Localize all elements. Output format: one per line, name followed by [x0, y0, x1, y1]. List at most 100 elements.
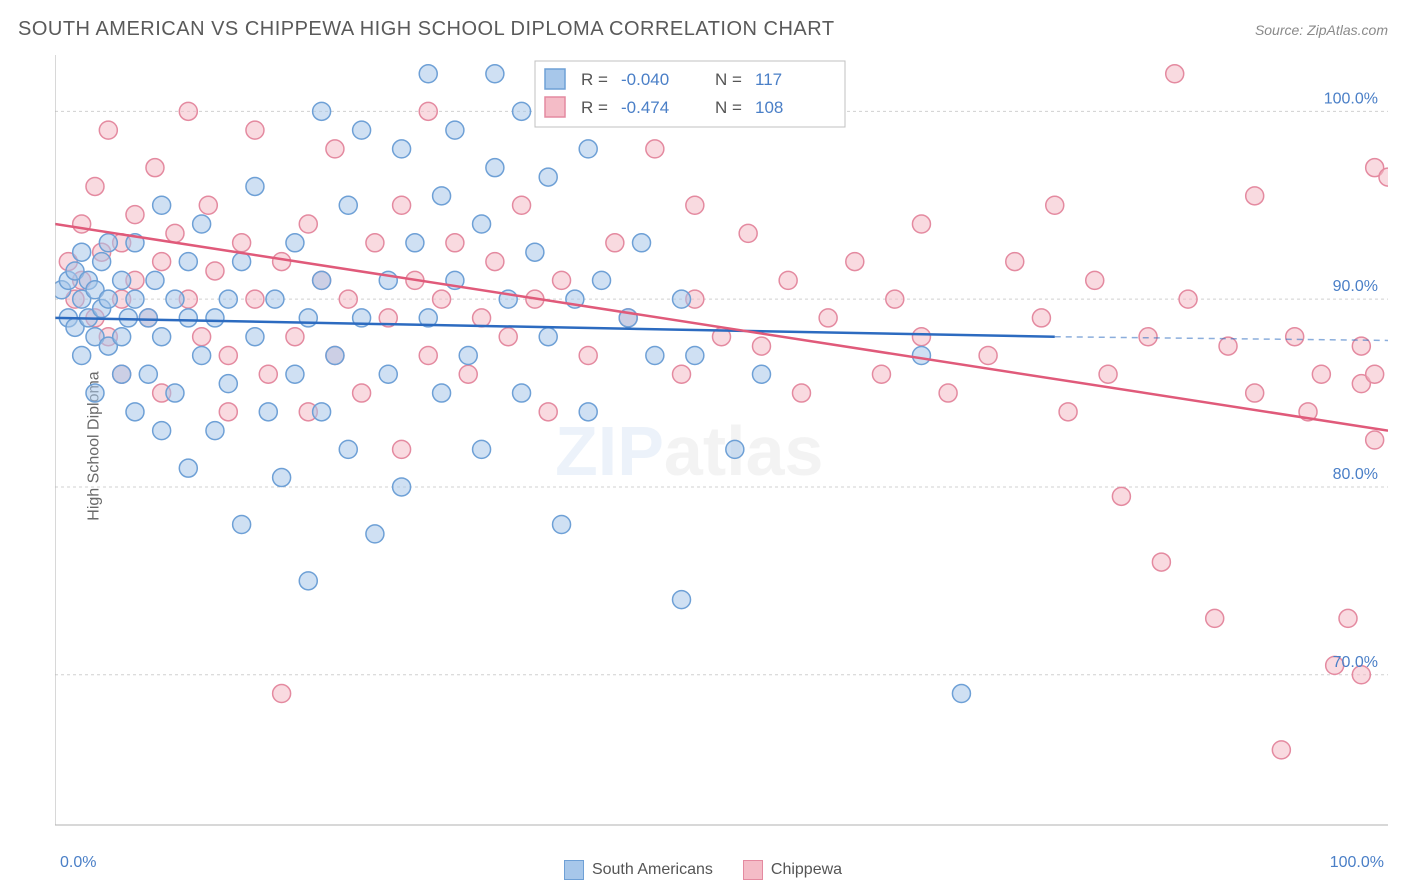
data-point: [113, 271, 131, 289]
stats-n-label: N =: [715, 70, 742, 89]
data-point: [233, 516, 251, 534]
data-point: [726, 440, 744, 458]
data-point: [73, 243, 91, 261]
data-point: [1286, 328, 1304, 346]
data-point: [819, 309, 837, 327]
legend-item-chippewa: Chippewa: [743, 860, 842, 880]
data-point: [513, 384, 531, 402]
data-point: [326, 346, 344, 364]
data-point: [1059, 403, 1077, 421]
data-point: [459, 346, 477, 364]
data-point: [313, 102, 331, 120]
data-point: [99, 234, 117, 252]
data-point: [539, 403, 557, 421]
data-point: [113, 328, 131, 346]
data-point: [419, 346, 437, 364]
data-point: [499, 328, 517, 346]
data-point: [1046, 196, 1064, 214]
data-point: [513, 102, 531, 120]
data-point: [406, 234, 424, 252]
data-point: [419, 65, 437, 83]
data-point: [219, 290, 237, 308]
y-tick-label: 90.0%: [1333, 278, 1378, 295]
data-point: [433, 290, 451, 308]
x-tick-min: 0.0%: [60, 854, 96, 872]
data-point: [99, 121, 117, 139]
data-point: [246, 328, 264, 346]
data-point: [752, 337, 770, 355]
data-point: [86, 384, 104, 402]
data-point: [99, 290, 117, 308]
data-point: [1312, 365, 1330, 383]
data-point: [912, 328, 930, 346]
data-point: [366, 525, 384, 543]
chart-title: SOUTH AMERICAN VS CHIPPEWA HIGH SCHOOL D…: [18, 18, 835, 41]
data-point: [539, 328, 557, 346]
data-point: [393, 196, 411, 214]
data-point: [126, 206, 144, 224]
data-point: [286, 234, 304, 252]
data-point: [486, 253, 504, 271]
data-point: [526, 243, 544, 261]
data-point: [433, 384, 451, 402]
scatter-svg: ZIPatlas 70.0%80.0%90.0%100.0% R =-0.040…: [55, 55, 1388, 842]
data-point: [119, 309, 137, 327]
data-point: [686, 346, 704, 364]
data-point: [846, 253, 864, 271]
data-point: [313, 403, 331, 421]
data-point: [1179, 290, 1197, 308]
data-point: [139, 309, 157, 327]
data-point: [473, 215, 491, 233]
data-point: [126, 403, 144, 421]
data-point: [286, 328, 304, 346]
data-point: [199, 196, 217, 214]
watermark-zip: ZIP: [555, 412, 664, 490]
data-point: [219, 346, 237, 364]
data-point: [1006, 253, 1024, 271]
data-point: [259, 365, 277, 383]
data-point: [259, 403, 277, 421]
stats-n-value: 117: [755, 70, 782, 89]
data-point: [266, 290, 284, 308]
data-point: [379, 365, 397, 383]
legend-item-south-americans: South Americans: [564, 860, 713, 880]
data-point: [486, 65, 504, 83]
data-point: [1166, 65, 1184, 83]
data-point: [646, 140, 664, 158]
data-point: [1339, 609, 1357, 627]
data-point: [553, 271, 571, 289]
data-point: [233, 234, 251, 252]
y-tick-label: 100.0%: [1324, 90, 1378, 107]
stats-r-label: R =: [581, 70, 608, 89]
data-point: [206, 309, 224, 327]
data-point: [752, 365, 770, 383]
stats-r-label: R =: [581, 98, 608, 117]
data-point: [219, 375, 237, 393]
data-point: [673, 591, 691, 609]
data-point: [539, 168, 557, 186]
stats-r-value: -0.040: [621, 70, 669, 89]
x-tick-max: 100.0%: [1330, 854, 1384, 872]
data-point: [193, 328, 211, 346]
data-point: [86, 177, 104, 195]
data-point: [473, 440, 491, 458]
data-point: [446, 121, 464, 139]
legend-swatch-pink: [743, 860, 763, 880]
data-point: [579, 403, 597, 421]
data-point: [1086, 271, 1104, 289]
data-point: [273, 685, 291, 703]
data-point: [353, 384, 371, 402]
data-point: [579, 346, 597, 364]
data-point: [486, 159, 504, 177]
data-point: [673, 365, 691, 383]
data-point: [153, 253, 171, 271]
data-point: [1219, 337, 1237, 355]
legend-swatch-blue: [564, 860, 584, 880]
data-point: [339, 196, 357, 214]
data-point: [979, 346, 997, 364]
data-point: [219, 403, 237, 421]
data-point: [153, 196, 171, 214]
data-point: [513, 196, 531, 214]
data-point: [179, 102, 197, 120]
data-point: [139, 365, 157, 383]
